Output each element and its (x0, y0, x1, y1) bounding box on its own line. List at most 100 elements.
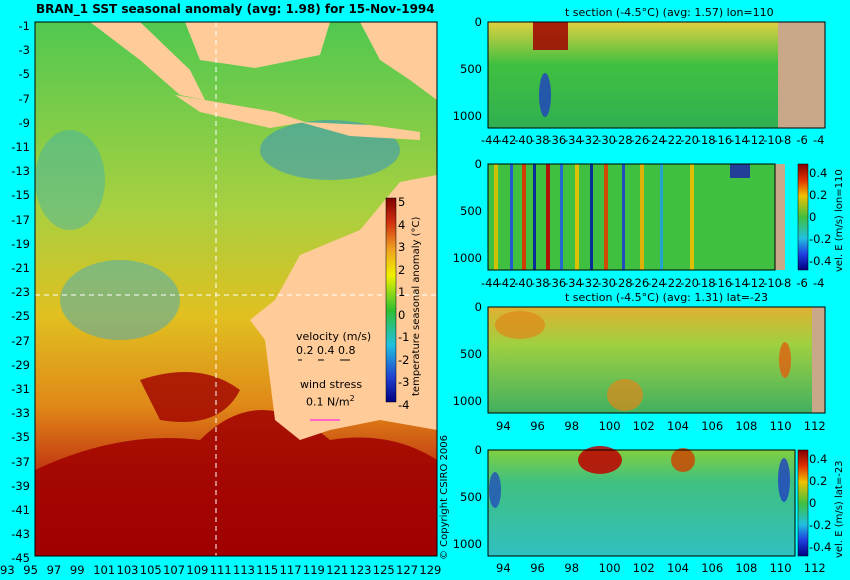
lat-section-tick-label: -30 (597, 133, 616, 147)
vel-cbar-tick-label: 0.2 (809, 474, 828, 488)
colorbar-tick-label: 5 (398, 195, 406, 209)
lat-section-tick-label: -40 (514, 276, 533, 290)
lat-tick-label: -19 (11, 236, 30, 251)
land-sumatra (90, 22, 205, 100)
lon-section-tick-label: 102 (632, 419, 655, 433)
lat-section-tick-label: -20 (680, 133, 699, 147)
lat-section-tick-label: -44 (481, 133, 500, 147)
lon-tick-label: 113 (233, 563, 255, 577)
colorbar-tick-label: -1 (398, 330, 410, 344)
lat-section-tick-label: -34 (564, 133, 583, 147)
lat-section-tick-label: -42 (497, 133, 517, 147)
lat-section-tick-label: -36 (547, 133, 567, 147)
lat-section-tick-label: -8 (779, 133, 792, 147)
lat-tick-label: -7 (18, 91, 30, 106)
lat-section-tick-label: -14 (730, 133, 749, 147)
lat-section-tick-label: -4 (813, 133, 825, 147)
lon-tick-label: 97 (46, 563, 62, 577)
lat-tick-label: -43 (11, 527, 30, 542)
lat-tick-label: -39 (11, 478, 30, 493)
depth-tick-label: 0 (474, 15, 482, 29)
lat-section-tick-label: -32 (580, 133, 600, 147)
lon-tick-label: 117 (279, 563, 302, 577)
velocity-label: velocity (m/s) (296, 330, 372, 343)
lat-section-tick-label: -40 (514, 133, 533, 147)
map-colorbar-label: temperature seasonal anomaly (°C) (411, 216, 422, 396)
lat-tick-label: -17 (11, 212, 30, 227)
lon-section-tick-label: 96 (530, 419, 545, 433)
lon-tick-label: 93 (0, 563, 15, 577)
lat-section-tick-label: -36 (547, 276, 567, 290)
vel-cbar-tick-label: 0.4 (809, 166, 828, 180)
lat-section-tick-label: -12 (746, 133, 766, 147)
panel1-title: t section (-4.5°C) (avg: 1.57) lon=110 (565, 6, 774, 19)
lon-section-tick-label: 110 (769, 419, 792, 433)
lon-section-tick-label: 102 (632, 561, 655, 575)
vel-cbar-tick-label: 0.4 (809, 452, 828, 466)
lat-section-tick-label: -16 (713, 133, 733, 147)
section-panel-2 (488, 164, 775, 270)
lat-section-tick-label: -42 (497, 276, 517, 290)
land-islands (300, 122, 420, 140)
lon-tick-label: 123 (349, 563, 372, 577)
depth-tick-label: 500 (460, 204, 482, 218)
lon-tick-label: 111 (209, 563, 232, 577)
velocity-scale: 0.2 0.4 0.8 (296, 344, 356, 357)
lat-section-tick-label: -24 (647, 133, 666, 147)
lon-section-tick-label: 98 (564, 561, 580, 575)
lon-tick-label: 115 (256, 563, 279, 577)
lon-section-tick-label: 98 (564, 419, 580, 433)
depth-tick-label: 500 (460, 347, 482, 361)
vel-cbar-tick-label: -0.4 (809, 540, 832, 554)
vel-cbar-tick-label: -0.2 (809, 232, 832, 246)
lat-tick-label: -15 (11, 188, 30, 203)
lon-tick-label: 127 (396, 563, 419, 577)
vel-cbar-tick-label: -0.4 (809, 254, 832, 268)
lat-tick-label: -3 (18, 43, 30, 58)
lon-section-tick-label: 106 (701, 561, 724, 575)
lat-section-tick-label: -6 (796, 133, 808, 147)
lat-section-tick-label: -20 (680, 276, 699, 290)
colorbar-tick-label: 4 (398, 217, 406, 232)
lat-section-tick-label: -22 (663, 133, 683, 147)
lon-tick-label: 109 (186, 563, 209, 577)
lon-tick-label: 95 (23, 563, 38, 577)
wind-stress-label: wind stress (300, 378, 363, 391)
lon-section-tick-label: 112 (803, 561, 826, 575)
lat-tick-label: -45 (11, 551, 30, 566)
lat-section-tick-label: -14 (730, 276, 749, 290)
section-panel-4 (488, 450, 795, 556)
land-borneo (185, 22, 330, 68)
lon-tick-label: 125 (372, 563, 395, 577)
colorbar-tick-label: -2 (398, 352, 410, 367)
velocity-stripes-lon110 (494, 164, 750, 270)
lat-tick-label: -33 (11, 406, 30, 421)
lat-tick-label: -11 (11, 140, 30, 154)
lon-section-tick-label: 100 (598, 419, 621, 433)
lon-tick-label: 101 (93, 563, 116, 577)
lon-tick-label: 99 (69, 563, 85, 577)
lat-section-tick-label: -26 (630, 133, 650, 147)
depth-tick-label: 0 (474, 443, 482, 457)
lat-tick-label: -23 (11, 285, 30, 300)
lat-section-tick-label: -38 (530, 276, 550, 290)
lon-section-tick-label: 100 (598, 561, 621, 575)
land-north (360, 22, 437, 100)
lon-section-tick-label: 94 (496, 561, 511, 575)
colorbar-tick-label: -4 (398, 397, 410, 412)
lat-tick-label: -35 (11, 430, 30, 445)
colorbar-tick-label: -3 (398, 375, 410, 389)
lon-section-tick-label: 104 (667, 419, 689, 433)
depth-tick-label: 1000 (452, 109, 482, 123)
lat-section-tick-label: -30 (597, 276, 616, 290)
lat-section-tick-label: -6 (796, 276, 808, 290)
lat-tick-label: -5 (18, 67, 30, 82)
lat-section-tick-label: -16 (713, 276, 733, 290)
lon-section-tick-label: 104 (667, 561, 689, 575)
depth-tick-label: 500 (460, 62, 482, 76)
wind-stress-scale-unit: 2 (349, 394, 355, 403)
vel-cbar-tick-label: 0 (809, 210, 817, 224)
lat-section-tick-label: -26 (630, 276, 650, 290)
lat-section-tick-label: -28 (613, 133, 633, 147)
